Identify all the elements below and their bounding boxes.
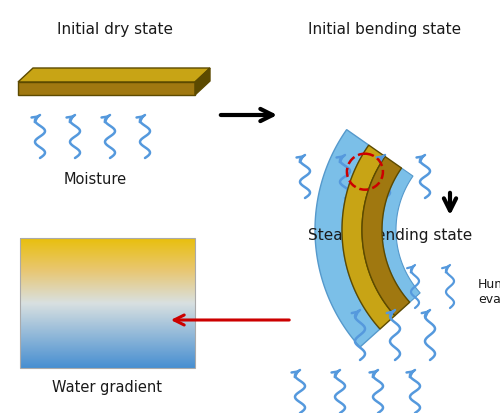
Text: Water gradient: Water gradient: [52, 380, 162, 395]
Text: Initial bending state: Initial bending state: [308, 22, 462, 37]
Text: Humidity
evaporation: Humidity evaporation: [478, 278, 500, 306]
Polygon shape: [18, 82, 195, 95]
Polygon shape: [195, 68, 210, 95]
Text: Initial dry state: Initial dry state: [57, 22, 173, 37]
Polygon shape: [18, 68, 210, 82]
Polygon shape: [362, 157, 410, 316]
Text: Moisture: Moisture: [64, 172, 126, 187]
Polygon shape: [382, 168, 420, 302]
Polygon shape: [342, 145, 395, 329]
Bar: [20, 238, 195, 368]
Text: Steady bending state: Steady bending state: [308, 228, 472, 243]
Polygon shape: [315, 130, 380, 347]
